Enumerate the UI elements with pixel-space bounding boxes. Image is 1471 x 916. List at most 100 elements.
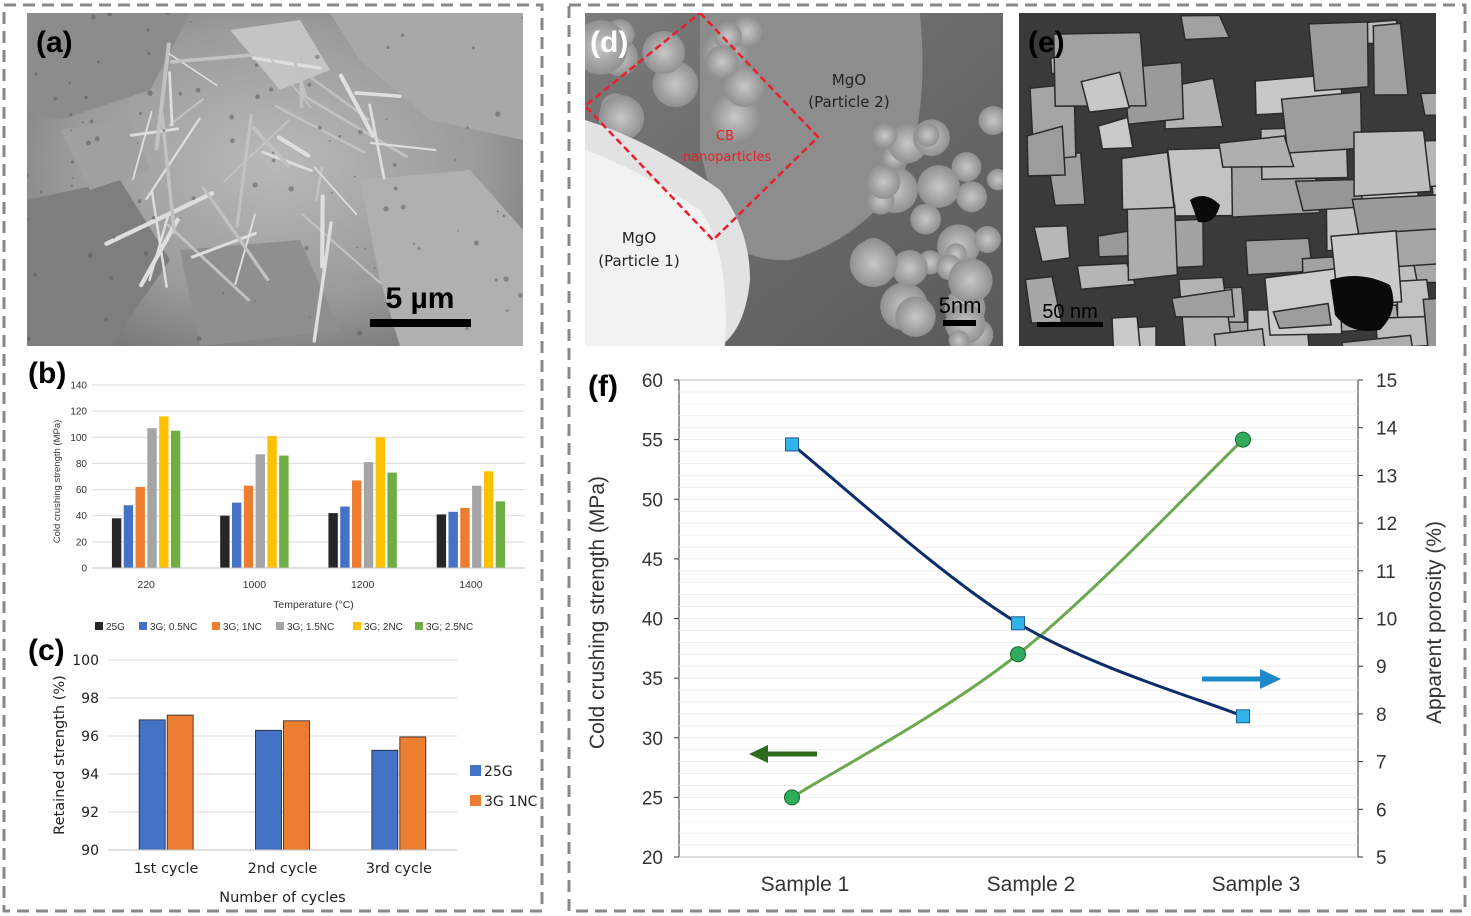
c-xtick-label: 3rd cycle xyxy=(366,861,432,877)
f-ytick-label: 40 xyxy=(642,610,663,631)
f-ytick-label: 35 xyxy=(642,669,663,690)
b-ytick-label: 20 xyxy=(76,537,88,548)
b-xtick-label: 1200 xyxy=(351,579,375,591)
f-ylabel: Cold crushing strength (MPa) xyxy=(586,476,609,749)
f-ytick-label: 20 xyxy=(642,848,663,869)
f-xtick-label: Sample 3 xyxy=(1212,873,1301,896)
label-cb-b: nanoparticles xyxy=(683,150,771,165)
sem-needle-crystals-image: 5 µm xyxy=(27,13,523,346)
label-cb-a: CB xyxy=(716,129,734,144)
c-legend-swatch xyxy=(470,795,481,806)
panel-a-letter: (a) xyxy=(36,26,73,59)
b-bar xyxy=(243,485,254,568)
f-ytick-label: 50 xyxy=(642,490,663,511)
f-y2tick-label: 6 xyxy=(1376,800,1387,821)
f-ccs-point xyxy=(1235,431,1251,448)
f-y2tick-label: 11 xyxy=(1376,562,1396,583)
b-bar xyxy=(328,513,338,568)
panel-e-letter: (e) xyxy=(1028,26,1065,59)
tem-particles-image: MgO (Particle 2) MgO (Particle 1) CB nan… xyxy=(585,13,1003,346)
b-bar xyxy=(448,511,458,568)
b-legend-swatch xyxy=(276,622,284,630)
b-legend-label: 3G; 2NC xyxy=(364,622,403,633)
b-bar xyxy=(436,514,447,568)
b-bar xyxy=(147,428,157,568)
label-particle1-b: (Particle 1) xyxy=(598,252,679,270)
b-legend-label: 3G; 2.5NC xyxy=(426,622,473,633)
b-bar xyxy=(472,485,482,568)
b-bar xyxy=(267,435,277,568)
c-xlabel: Number of cycles xyxy=(219,890,345,906)
c-legend-label: 25G xyxy=(484,764,513,780)
f-ytick-label: 30 xyxy=(642,729,663,750)
c-bar xyxy=(399,736,427,851)
c-xtick-label: 1st cycle xyxy=(134,861,199,877)
b-bar xyxy=(387,472,397,568)
scale-bar-a xyxy=(370,319,471,327)
sem-fractured-grains-image: 50 nm xyxy=(1019,13,1436,346)
label-particle2-a: MgO xyxy=(832,71,866,89)
scale-bar-e-label: 50 nm xyxy=(1042,301,1098,323)
cb-roi-box xyxy=(585,13,820,242)
b-ytick-label: 40 xyxy=(76,511,88,522)
c-legend-label: 3G 1NC xyxy=(484,794,538,810)
f-xtick-label: Sample 2 xyxy=(987,873,1076,896)
c-bar xyxy=(166,714,194,851)
b-ylabel: Cold crushing strength (MPa) xyxy=(52,420,63,544)
f-right-axis-arrow-head xyxy=(1260,669,1281,689)
f-y2tick-label: 9 xyxy=(1376,657,1387,678)
b-bar xyxy=(123,505,134,568)
f-porosity-point xyxy=(1236,709,1250,724)
f-y2tick-label: 14 xyxy=(1376,419,1398,440)
c-bar xyxy=(283,720,310,851)
c-xtick-label: 2nd cycle xyxy=(248,861,318,877)
b-bar xyxy=(363,462,374,568)
b-ytick-label: 100 xyxy=(70,433,87,444)
b-bar xyxy=(159,416,169,568)
f-y2tick-label: 8 xyxy=(1376,705,1387,726)
panel-d-letter: (d) xyxy=(590,26,628,59)
f-y2tick-label: 7 xyxy=(1376,753,1387,774)
f-ytick-label: 25 xyxy=(642,788,663,809)
b-bar xyxy=(460,507,470,568)
left-frame xyxy=(2,3,544,913)
c-ytick-label: 94 xyxy=(81,767,99,783)
b-xtick-label: 1000 xyxy=(243,579,267,591)
f-y2tick-label: 10 xyxy=(1376,610,1397,631)
f-ytick-label: 45 xyxy=(642,550,663,571)
panel-frames xyxy=(2,3,1467,913)
b-ytick-label: 80 xyxy=(76,459,88,470)
f-y2tick-label: 13 xyxy=(1376,466,1397,487)
b-legend-swatch xyxy=(212,622,220,630)
c-legend-swatch xyxy=(470,765,481,776)
c-ytick-label: 92 xyxy=(81,805,99,821)
c-ytick-label: 90 xyxy=(81,843,99,859)
b-ytick-label: 60 xyxy=(76,485,88,496)
f-xtick-label: Sample 1 xyxy=(761,873,850,896)
b-xtick-label: 1400 xyxy=(459,579,483,591)
c-bar xyxy=(138,719,166,851)
b-legend-label: 3G; 0.5NC xyxy=(150,622,197,633)
b-bar xyxy=(220,515,230,568)
f-ytick-label: 55 xyxy=(642,431,663,452)
label-particle2-b: (Particle 2) xyxy=(808,93,889,111)
b-legend-swatch xyxy=(353,622,361,630)
panel-c-letter: (c) xyxy=(28,634,65,667)
c-ytick-label: 100 xyxy=(72,653,99,669)
c-ylabel: Retained strength (%) xyxy=(52,675,68,835)
b-bar xyxy=(135,486,145,568)
panel-b-letter: (b) xyxy=(28,357,66,390)
b-legend-label: 3G; 1NC xyxy=(223,622,262,633)
b-bar xyxy=(375,437,386,568)
panel-b-chart: (b) 0 20 40 60 80 100 120 140 220 1000 1200 1400 Tem… xyxy=(28,357,525,633)
scale-bar-d xyxy=(943,320,976,326)
b-legend-swatch xyxy=(95,622,103,630)
f-y2tick-label: 12 xyxy=(1376,514,1397,535)
b-bar xyxy=(231,502,242,568)
b-bar xyxy=(483,471,494,568)
panel-f-chart: (f) 20 25 30 35 40 45 50 55 60 5 6 7 8 9 10 11 12 13 14 15 S… xyxy=(586,370,1446,896)
b-ytick-label: 140 xyxy=(70,381,87,392)
b-legend-swatch xyxy=(139,622,147,630)
panel-f-letter: (f) xyxy=(588,370,618,403)
scale-bar-d-label: 5nm xyxy=(939,293,982,318)
